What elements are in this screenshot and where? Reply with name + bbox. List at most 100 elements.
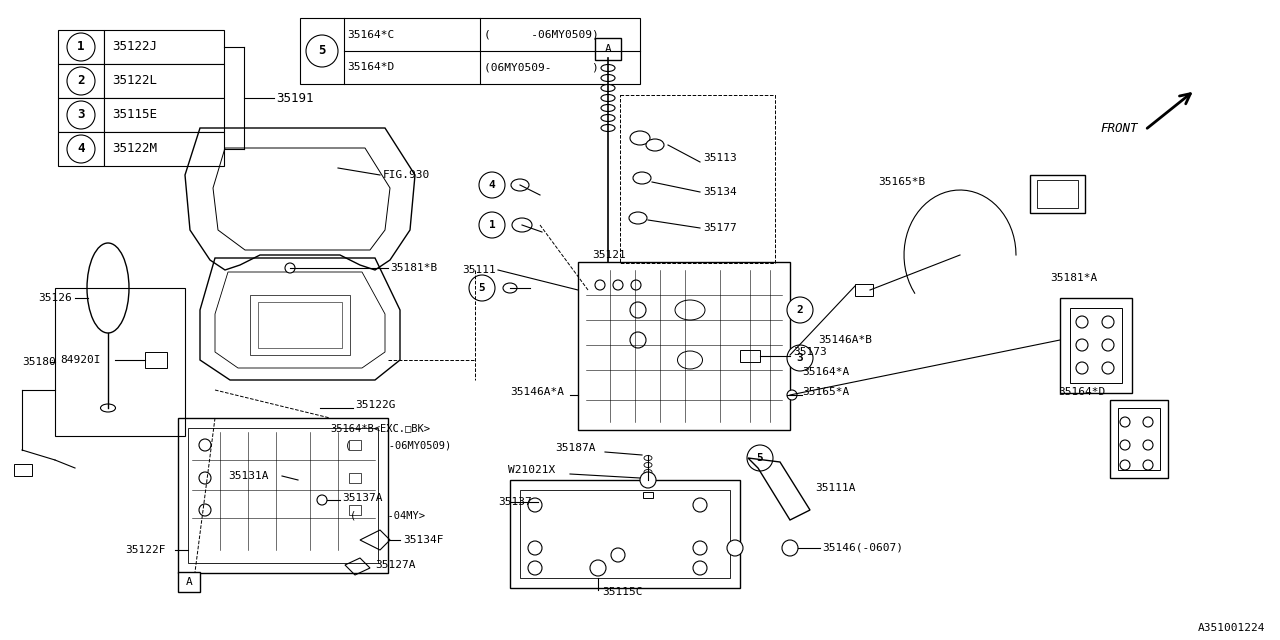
Bar [250, 295, 349, 355]
Bar [104, 64, 224, 98]
Text: 35187A: 35187A [556, 443, 595, 453]
Ellipse shape [602, 104, 614, 111]
Bar [104, 132, 224, 166]
Bar [349, 505, 361, 515]
Text: 35122M: 35122M [113, 143, 157, 156]
Bar [349, 473, 361, 483]
Text: 35111: 35111 [462, 265, 495, 275]
Bar [520, 490, 730, 578]
Text: 35111A: 35111A [815, 483, 855, 493]
Text: 35146A*A: 35146A*A [509, 387, 564, 397]
Bar [1117, 408, 1160, 470]
Circle shape [1076, 339, 1088, 351]
Text: W21021X: W21021X [508, 465, 556, 475]
Bar [145, 352, 166, 368]
Bar [595, 38, 621, 60]
Circle shape [787, 345, 813, 371]
Bar [643, 492, 653, 498]
Circle shape [529, 541, 541, 555]
Circle shape [198, 504, 211, 516]
Circle shape [1120, 460, 1130, 470]
Bar [349, 440, 361, 450]
Circle shape [595, 280, 605, 290]
Text: 35127A: 35127A [375, 560, 416, 570]
Bar [1037, 180, 1078, 208]
Bar [58, 98, 104, 132]
Bar [14, 464, 32, 476]
Circle shape [1102, 362, 1114, 374]
Ellipse shape [101, 404, 115, 412]
Bar [178, 418, 388, 573]
Ellipse shape [628, 212, 646, 224]
Circle shape [1120, 417, 1130, 427]
Circle shape [285, 263, 294, 273]
Ellipse shape [602, 84, 614, 92]
Circle shape [787, 297, 813, 323]
Circle shape [590, 560, 605, 576]
Text: FRONT: FRONT [1100, 122, 1138, 134]
Ellipse shape [644, 463, 652, 467]
Ellipse shape [675, 300, 705, 320]
Text: 35122G: 35122G [355, 400, 396, 410]
Bar [58, 64, 104, 98]
Text: (      -06MY0509): ( -06MY0509) [346, 440, 452, 450]
Circle shape [611, 548, 625, 562]
Text: FIG.930: FIG.930 [383, 170, 430, 180]
Ellipse shape [512, 218, 532, 232]
Text: 5: 5 [479, 283, 485, 293]
Bar [104, 98, 224, 132]
Text: 35164*C: 35164*C [347, 29, 394, 40]
Text: 35146A*B: 35146A*B [818, 335, 872, 345]
Text: 4: 4 [77, 143, 84, 156]
Circle shape [1102, 339, 1114, 351]
Circle shape [317, 495, 326, 505]
Bar [178, 572, 200, 592]
Text: 35180: 35180 [22, 357, 56, 367]
Text: 35177: 35177 [703, 223, 737, 233]
Bar [579, 262, 790, 430]
Bar [1110, 400, 1169, 478]
Text: 5: 5 [756, 453, 763, 463]
Ellipse shape [602, 95, 614, 102]
Bar [300, 18, 640, 84]
Circle shape [67, 135, 95, 163]
Text: 4: 4 [489, 180, 495, 190]
Circle shape [787, 390, 797, 400]
Text: A351001224: A351001224 [1198, 623, 1265, 633]
Ellipse shape [602, 74, 614, 81]
Circle shape [631, 280, 641, 290]
Text: 35146(-0607): 35146(-0607) [822, 543, 902, 553]
Circle shape [630, 302, 646, 318]
Text: 35126: 35126 [38, 293, 72, 303]
Text: (     -04MY>: ( -04MY> [349, 510, 425, 520]
Ellipse shape [630, 131, 650, 145]
Ellipse shape [677, 351, 703, 369]
Circle shape [782, 540, 797, 556]
Text: 84920I: 84920I [60, 355, 101, 365]
Text: 5: 5 [319, 45, 325, 58]
Circle shape [306, 35, 338, 67]
Ellipse shape [646, 139, 664, 151]
Text: 35173: 35173 [794, 347, 827, 357]
Text: 35121: 35121 [591, 250, 626, 260]
Text: A: A [604, 44, 612, 54]
Circle shape [479, 172, 506, 198]
Text: 35134: 35134 [703, 187, 737, 197]
Ellipse shape [602, 65, 614, 72]
Circle shape [613, 280, 623, 290]
Circle shape [748, 445, 773, 471]
Circle shape [692, 541, 707, 555]
Circle shape [692, 561, 707, 575]
Ellipse shape [602, 115, 614, 122]
Bar [509, 480, 740, 588]
Circle shape [727, 540, 742, 556]
Circle shape [67, 101, 95, 129]
Ellipse shape [634, 172, 652, 184]
Text: 35181*A: 35181*A [1050, 273, 1097, 283]
Circle shape [529, 561, 541, 575]
Bar [855, 284, 873, 296]
Circle shape [1102, 316, 1114, 328]
Ellipse shape [511, 179, 529, 191]
Circle shape [198, 439, 211, 451]
Circle shape [529, 498, 541, 512]
